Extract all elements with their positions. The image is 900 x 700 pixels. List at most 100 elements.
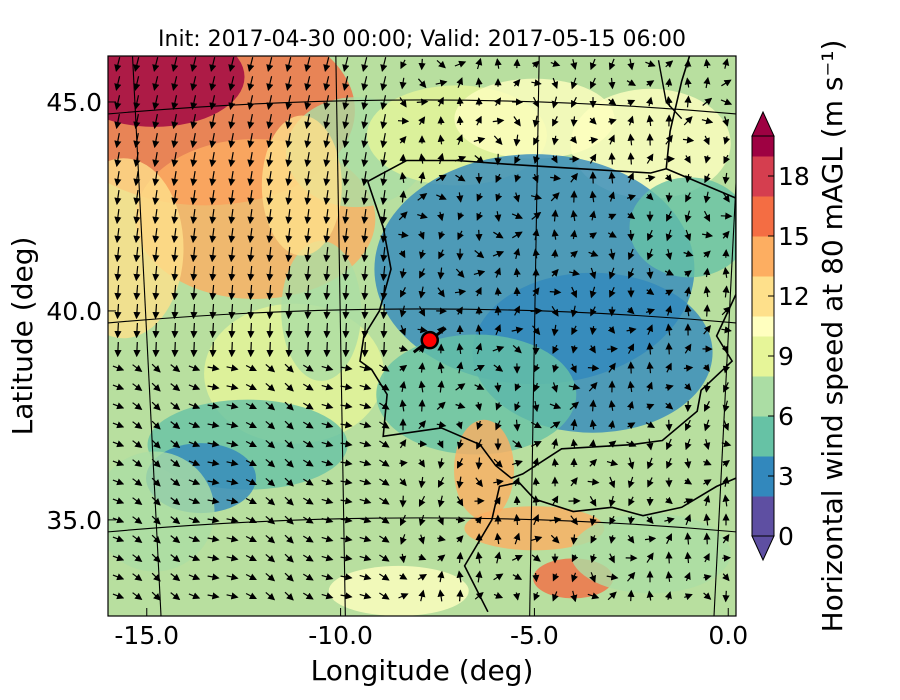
wind-arrow [323, 190, 331, 206]
wind-arrow [209, 171, 217, 187]
wind-arrow [112, 459, 125, 467]
wind-arrow [494, 305, 502, 316]
wind-arrow [304, 132, 312, 149]
wind-arrow [589, 514, 597, 527]
wind-arrow [664, 174, 673, 182]
wind-arrow [530, 193, 543, 201]
wind-arrow [437, 211, 445, 222]
wind-arrow [207, 364, 220, 372]
wind-arrow [265, 553, 276, 563]
wind-arrow [418, 380, 426, 393]
wind-arrow [112, 383, 125, 391]
wind-arrow [473, 136, 486, 144]
wind-arrow [285, 322, 293, 339]
wind-arrow [190, 190, 198, 206]
wind-arrow [190, 246, 198, 263]
wind-arrow [436, 401, 446, 410]
wind-arrow [323, 151, 331, 168]
wind-arrow [493, 135, 503, 145]
wind-arrow [455, 516, 466, 524]
wind-arrow [587, 478, 600, 486]
wind-arrow [646, 381, 653, 392]
wind-arrow [627, 422, 636, 430]
wind-arrow [228, 228, 236, 244]
wind-arrow [551, 135, 559, 146]
wind-arrow [228, 209, 236, 225]
wind-arrow [475, 115, 482, 126]
wind-arrow [152, 132, 160, 149]
wind-arrow [665, 384, 674, 392]
wind-arrow [723, 382, 730, 393]
wind-arrow [532, 572, 540, 583]
wind-arrow [266, 265, 274, 282]
wind-arrow [359, 592, 372, 600]
wind-arrow [418, 399, 426, 412]
wind-arrow [245, 592, 257, 600]
wind-arrow [265, 591, 276, 601]
wind-arrow [302, 478, 314, 486]
wind-arrow [112, 478, 125, 486]
colorbar-segment [752, 176, 774, 197]
wind-arrow [266, 171, 274, 187]
wind-arrow [228, 303, 236, 320]
wind-arrow [323, 322, 331, 339]
wind-arrow [494, 532, 502, 545]
colorbar-tick-label: 0 [778, 522, 794, 551]
wind-arrow [551, 249, 559, 258]
wind-arrow [532, 96, 540, 108]
wind-arrow [513, 267, 521, 278]
wind-arrow [495, 402, 503, 411]
wind-arrow [645, 60, 656, 67]
wind-arrow [703, 304, 711, 317]
wind-arrow [456, 77, 463, 88]
wind-arrow [247, 113, 255, 130]
x-tick-label: -15.0 [114, 621, 179, 650]
wind-arrow [359, 383, 372, 391]
wind-arrow [207, 497, 220, 505]
wind-arrow [473, 364, 485, 372]
wind-arrow [627, 152, 635, 165]
wind-arrow [323, 246, 331, 263]
wind-arrow [399, 268, 407, 279]
wind-arrow [626, 194, 637, 202]
wind-arrow [418, 514, 426, 527]
wind-arrow [512, 477, 520, 487]
wind-arrow [170, 421, 181, 430]
wind-arrow [380, 132, 388, 149]
wind-arrow [228, 113, 236, 130]
wind-arrow [665, 323, 673, 336]
wind-arrow [683, 250, 694, 257]
wind-arrow [112, 554, 125, 562]
wind-arrow [132, 421, 143, 430]
wind-arrow [361, 171, 369, 187]
wind-arrow [437, 267, 445, 280]
wind-arrow [512, 440, 523, 449]
wind-arrow [476, 439, 483, 450]
wind-arrow [265, 496, 276, 506]
wind-arrow [645, 174, 656, 182]
wind-arrow [398, 344, 409, 352]
wind-arrow [475, 457, 483, 470]
wind-arrow [646, 590, 654, 601]
wind-arrow [285, 76, 293, 91]
colorbar-tick-label: 12 [778, 282, 810, 311]
wind-arrow [587, 592, 600, 600]
wind-arrow [380, 284, 388, 301]
wind-arrow [589, 439, 597, 448]
wind-arrow [437, 534, 446, 542]
wind-arrow [530, 421, 542, 429]
wind-arrow [494, 551, 502, 564]
wind-arrow [321, 535, 334, 543]
wind-arrow [494, 324, 502, 336]
wind-arrow [608, 118, 617, 126]
wind-arrow [132, 459, 143, 468]
wind-arrow [589, 496, 597, 507]
wind-arrow [704, 155, 712, 164]
wind-arrow [152, 228, 160, 244]
wind-arrow [380, 341, 388, 358]
wind-arrow [247, 341, 255, 358]
wind-arrow [682, 136, 695, 144]
wind-arrow [703, 419, 711, 432]
wind-arrow [703, 479, 712, 487]
wind-arrow [151, 363, 161, 373]
